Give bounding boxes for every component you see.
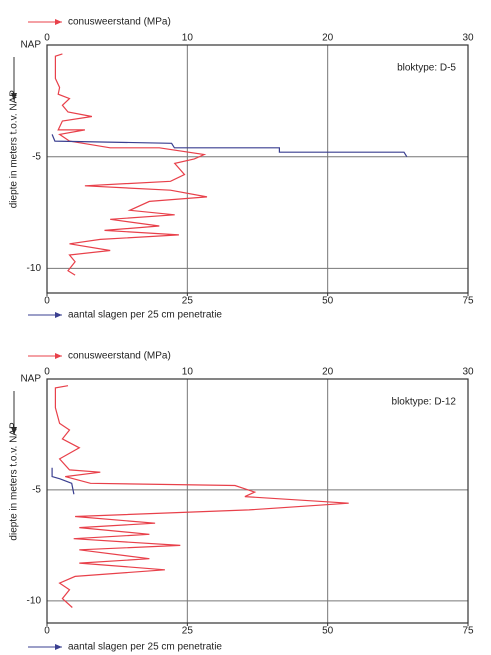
profile-line xyxy=(54,53,208,276)
legend-arrowhead xyxy=(55,19,62,25)
y-tick-label: -5 xyxy=(32,151,41,162)
annotation: bloktype: D-12 xyxy=(392,397,457,408)
x2-tick-label: 75 xyxy=(462,626,474,637)
plot-frame xyxy=(46,378,469,624)
x-tick-label: 10 xyxy=(182,33,194,44)
x2-tick-label: 75 xyxy=(462,296,474,307)
x-tick-label: 30 xyxy=(462,367,474,378)
y-tick-label: NAP xyxy=(20,374,41,385)
x2-tick-label: 50 xyxy=(322,626,334,637)
y-tick-label: -10 xyxy=(27,595,42,606)
depth-chart: 0 10 20 30 0 25 50 75 NAP -5 -10 diepte in meters t… xyxy=(9,17,474,321)
x-tick-label: 30 xyxy=(462,33,474,44)
legend-arrowhead xyxy=(55,644,62,650)
y-axis-label: diepte in meters t.o.v. NAP xyxy=(9,90,20,209)
x2-tick-label: 25 xyxy=(182,296,194,307)
legend-label: conusweerstand (MPa) xyxy=(68,17,171,28)
x2-tick-label: 0 xyxy=(44,626,50,637)
x2-tick-label: 25 xyxy=(182,626,194,637)
profile-line xyxy=(51,134,408,158)
y-tick-label: -5 xyxy=(32,485,41,496)
depth-arrowhead xyxy=(11,427,17,435)
x-tick-label: 20 xyxy=(322,33,334,44)
legend-label: aantal slagen per 25 cm penetratie xyxy=(68,642,222,653)
legend-arrowhead xyxy=(55,312,62,318)
legend-label: aantal slagen per 25 cm penetratie xyxy=(68,310,222,321)
x-tick-label: 0 xyxy=(44,367,50,378)
depth-chart: 0 10 20 30 0 25 50 75 NAP -5 -10 diepte in meters t… xyxy=(9,351,474,653)
x-tick-label: 20 xyxy=(322,367,334,378)
profile-line xyxy=(51,467,75,495)
x2-tick-label: 0 xyxy=(44,296,50,307)
annotation: bloktype: D-5 xyxy=(397,63,456,74)
y-axis-label: diepte in meters t.o.v. NAP xyxy=(9,422,20,541)
y-tick-label: -10 xyxy=(27,263,42,274)
legend-arrowhead xyxy=(55,353,62,359)
plot-frame xyxy=(46,44,469,294)
profile-line xyxy=(54,385,349,608)
depth-arrowhead xyxy=(11,93,17,101)
legend-label: conusweerstand (MPa) xyxy=(68,351,171,362)
x-tick-label: 10 xyxy=(182,367,194,378)
x2-tick-label: 50 xyxy=(322,296,334,307)
x-tick-label: 0 xyxy=(44,33,50,44)
y-tick-label: NAP xyxy=(20,40,41,51)
